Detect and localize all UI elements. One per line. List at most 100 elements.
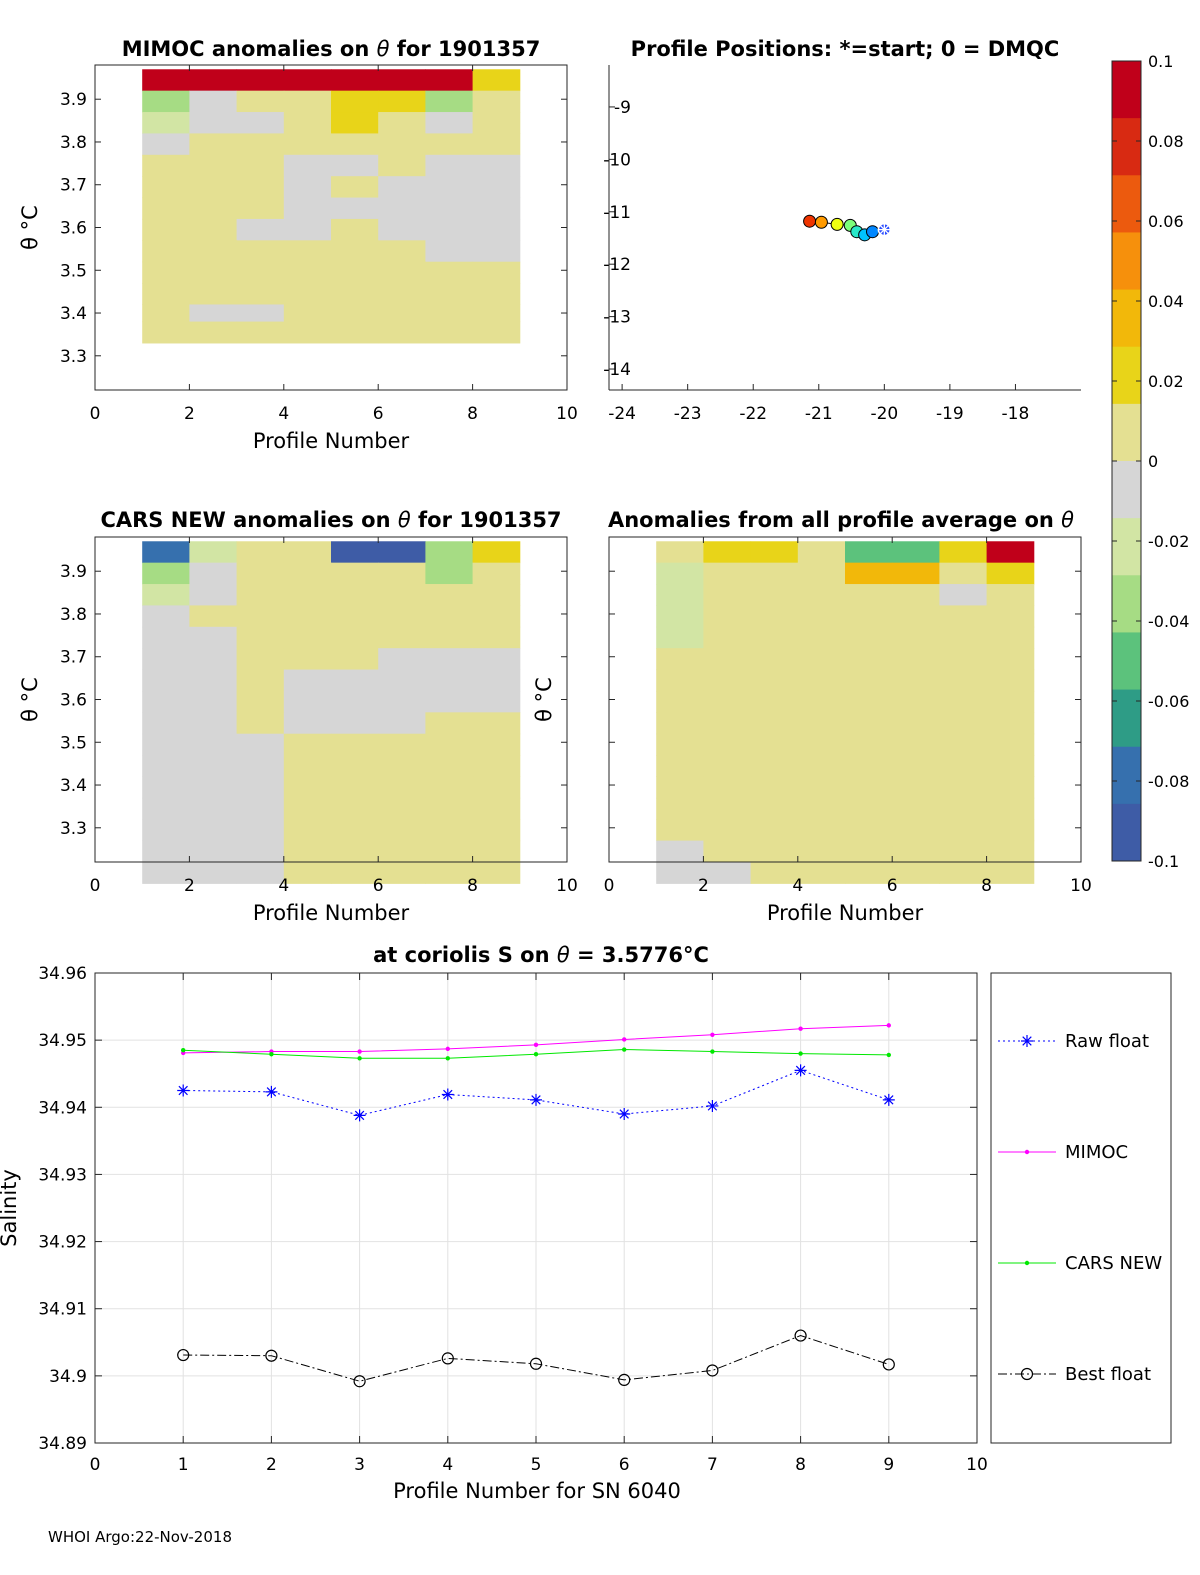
heatmap-cell (142, 197, 190, 220)
heatmap-cell (425, 218, 474, 241)
heatmap-cell (472, 669, 521, 692)
data-point (622, 1037, 627, 1042)
x-tick-label: -20 (870, 404, 898, 424)
heatmap-cell (656, 669, 704, 692)
x-tick-label: 2 (266, 1455, 277, 1475)
heatmap-cell (939, 626, 988, 649)
heatmap-cell (472, 562, 521, 585)
heatmap-cell (703, 626, 752, 649)
heatmap-cell (236, 840, 285, 863)
heatmap-cell (656, 862, 704, 884)
legend-marker (1024, 1149, 1030, 1155)
heatmap-cell (142, 776, 190, 799)
heatmap-cell (331, 69, 379, 92)
heatmap-cell (331, 90, 379, 113)
heatmap-cell (283, 69, 332, 92)
heatmap-cell (236, 690, 285, 713)
heatmap-cell (939, 541, 988, 564)
heatmap-cell (939, 862, 988, 884)
x-axis-label: Profile Number (767, 901, 924, 925)
heatmap-cell (750, 690, 799, 713)
heatmap-cell (236, 819, 285, 842)
y-tick-label: -14 (603, 360, 631, 380)
x-tick-label: 9 (883, 1455, 894, 1475)
heatmap-cell (283, 562, 332, 585)
data-point (794, 1064, 807, 1077)
heatmap-cell (939, 669, 988, 692)
heatmap-cell (331, 562, 379, 585)
y-tick-label: 34.96 (38, 964, 87, 984)
heatmap-cell (378, 218, 426, 241)
heatmap-cell (142, 862, 190, 884)
heatmap-cell (236, 733, 285, 756)
heatmap-cell (283, 712, 332, 735)
x-tick-label: 0 (604, 876, 615, 896)
colorbar-segment (1112, 518, 1141, 576)
x-tick-label: 6 (619, 1455, 630, 1475)
heatmap-cell (142, 176, 190, 199)
heatmap-cell (236, 605, 285, 628)
heatmap-cell (986, 862, 1035, 884)
heatmap-cell (236, 712, 285, 735)
heatmap-cell (425, 321, 474, 344)
heatmap-cell (236, 218, 285, 241)
heatmap-cell (331, 797, 379, 820)
heatmap-cell (331, 154, 379, 177)
heatmap-cell (703, 712, 752, 735)
heatmap-cell (331, 755, 379, 777)
heatmap-cell (142, 240, 190, 263)
heatmap-cell (142, 304, 190, 323)
heatmap-cell (283, 90, 332, 113)
heatmap-cell (331, 584, 379, 606)
heatmap-cell (189, 283, 238, 305)
x-tick-label: 10 (556, 876, 578, 896)
heatmap-cell (892, 755, 940, 777)
series-best-float (177, 1329, 895, 1388)
heatmap-cell (236, 304, 285, 323)
heatmap-cell (892, 690, 940, 713)
heatmap-cell (703, 562, 752, 585)
heatmap-cell (750, 840, 799, 863)
heatmap-cell (283, 541, 332, 564)
heatmap-cell (845, 776, 893, 799)
cars-anomaly-panel: 0 2 4 6 8 10 3.3 3.4 3.5 3.6 3.7 3.8 3.9 Profile Numb… (18, 508, 578, 925)
colorbar-tick-label: -0.1 (1148, 852, 1179, 871)
heatmap-cell (378, 584, 426, 606)
heatmap-cell (189, 669, 238, 692)
y-axis-label: θ °C (18, 677, 42, 722)
heatmap-cell (656, 755, 704, 777)
data-point (618, 1373, 631, 1386)
salinity-series-panel: 0 1 2 3 4 5 6 7 8 9 10 34.89 34.9 34.91 34.92 34.93 34.9… (0, 943, 988, 1503)
heatmap-cell (472, 112, 521, 134)
heatmap-cell (986, 797, 1035, 820)
heatmap-cell (939, 755, 988, 777)
heatmap-cell (750, 797, 799, 820)
x-axis-label: Profile Number (253, 901, 410, 925)
y-tick-label: 34.9 (49, 1367, 87, 1387)
colorbar-segment (1112, 803, 1141, 862)
heatmap-cell (283, 133, 332, 156)
heatmap-cell (797, 840, 846, 863)
data-point (269, 1052, 274, 1057)
heatmap-cell (939, 819, 988, 842)
heatmap-cell (939, 562, 988, 585)
heatmap-cell (703, 862, 752, 884)
heatmap-cell (892, 862, 940, 884)
heatmap-cell (939, 584, 988, 606)
heatmap-cell (378, 541, 426, 564)
heatmap-cell (472, 218, 521, 241)
heatmap-cell (283, 648, 332, 671)
heatmap-cell (472, 862, 521, 884)
x-tick-label: -21 (805, 404, 833, 424)
y-tick-label: 3.4 (60, 776, 87, 796)
heatmap-cell (378, 261, 426, 284)
heatmap-cell (892, 819, 940, 842)
data-point (441, 1352, 454, 1365)
heatmap-cell (845, 541, 893, 564)
heatmap-cell (331, 112, 379, 134)
x-tick-label: 4 (442, 1455, 453, 1475)
heatmap-cell (142, 283, 190, 305)
heatmap-cell (331, 283, 379, 305)
heatmap-cell (331, 197, 379, 220)
heatmap-cell (189, 840, 238, 863)
